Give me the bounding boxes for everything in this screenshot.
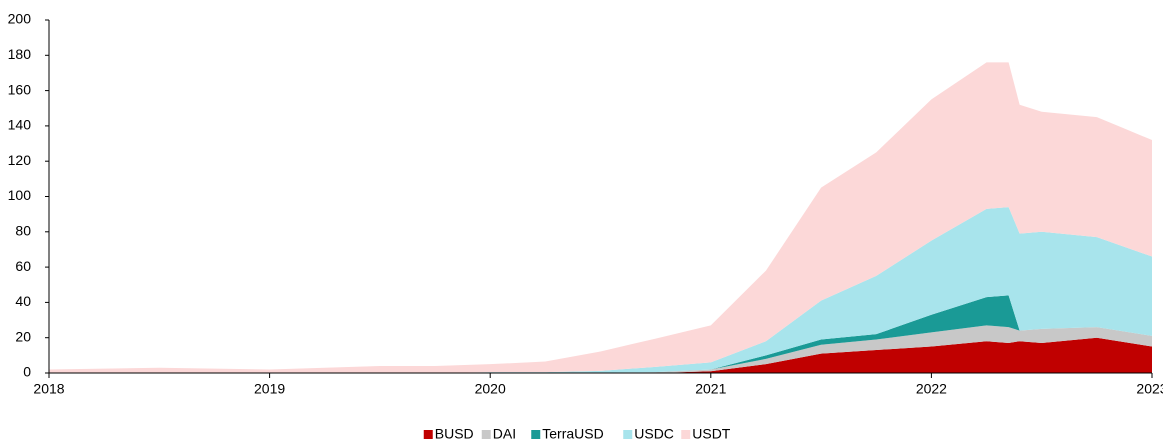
x-tick-label: 2020	[475, 381, 506, 397]
legend-swatch	[623, 430, 633, 439]
y-tick-label: 160	[8, 81, 32, 97]
legend-label: DAI	[493, 426, 516, 442]
y-tick-label: 40	[15, 293, 31, 309]
legend-label: BUSD	[435, 426, 474, 442]
legend-swatch	[681, 430, 691, 439]
x-tick-label: 2019	[254, 381, 285, 397]
area	[49, 325, 1152, 373]
legend-swatch	[423, 430, 433, 439]
x-tick-label: 2021	[695, 381, 726, 397]
x-tick-label: 2023	[1136, 381, 1163, 397]
y-tick-label: 100	[8, 187, 32, 203]
y-tick-label: 120	[8, 152, 32, 168]
x-tick-label: 2018	[33, 381, 64, 397]
area	[49, 337, 1152, 373]
x-tick-label: 2022	[916, 381, 947, 397]
area	[49, 207, 1152, 373]
y-tick-label: 0	[23, 364, 31, 380]
y-tick-label: 180	[8, 46, 32, 62]
legend-label: USDT	[692, 426, 731, 442]
y-tick-label: 80	[15, 223, 31, 239]
legend-swatch	[531, 430, 541, 439]
area	[49, 62, 1152, 374]
y-tick-label: 60	[15, 258, 31, 274]
legend-swatch	[481, 430, 491, 439]
y-tick-label: 200	[8, 11, 32, 27]
legend-label: USDC	[634, 426, 674, 442]
legend-label: TerraUSD	[542, 426, 603, 442]
y-tick-label: 20	[15, 328, 31, 344]
y-tick-label: 140	[8, 117, 32, 133]
